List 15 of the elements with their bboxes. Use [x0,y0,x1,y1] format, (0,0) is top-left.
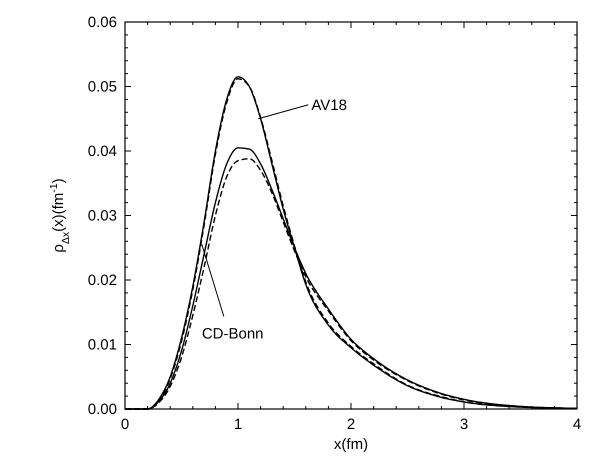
y-tick-label: 0.02 [88,272,117,289]
y-tick-label: 0.06 [88,14,117,31]
annotation: CD-Bonn [202,326,264,343]
y-tick-label: 0.00 [88,401,117,418]
x-tick-label: 2 [346,416,356,433]
x-tick-label: 1 [234,416,242,433]
x-axis-title: x(fm) [334,436,368,453]
x-tick-label: 4 [572,416,582,433]
x-tick-label: 0 [120,416,130,433]
x-tick-label: 3 [460,416,468,433]
y-tick-label: 0.03 [88,208,117,224]
annotation: AV18 [311,96,347,114]
y-tick-label: 0.01 [88,336,117,354]
y-tick-label: 0.05 [88,78,117,96]
y-tick-label: 0.04 [88,143,117,160]
